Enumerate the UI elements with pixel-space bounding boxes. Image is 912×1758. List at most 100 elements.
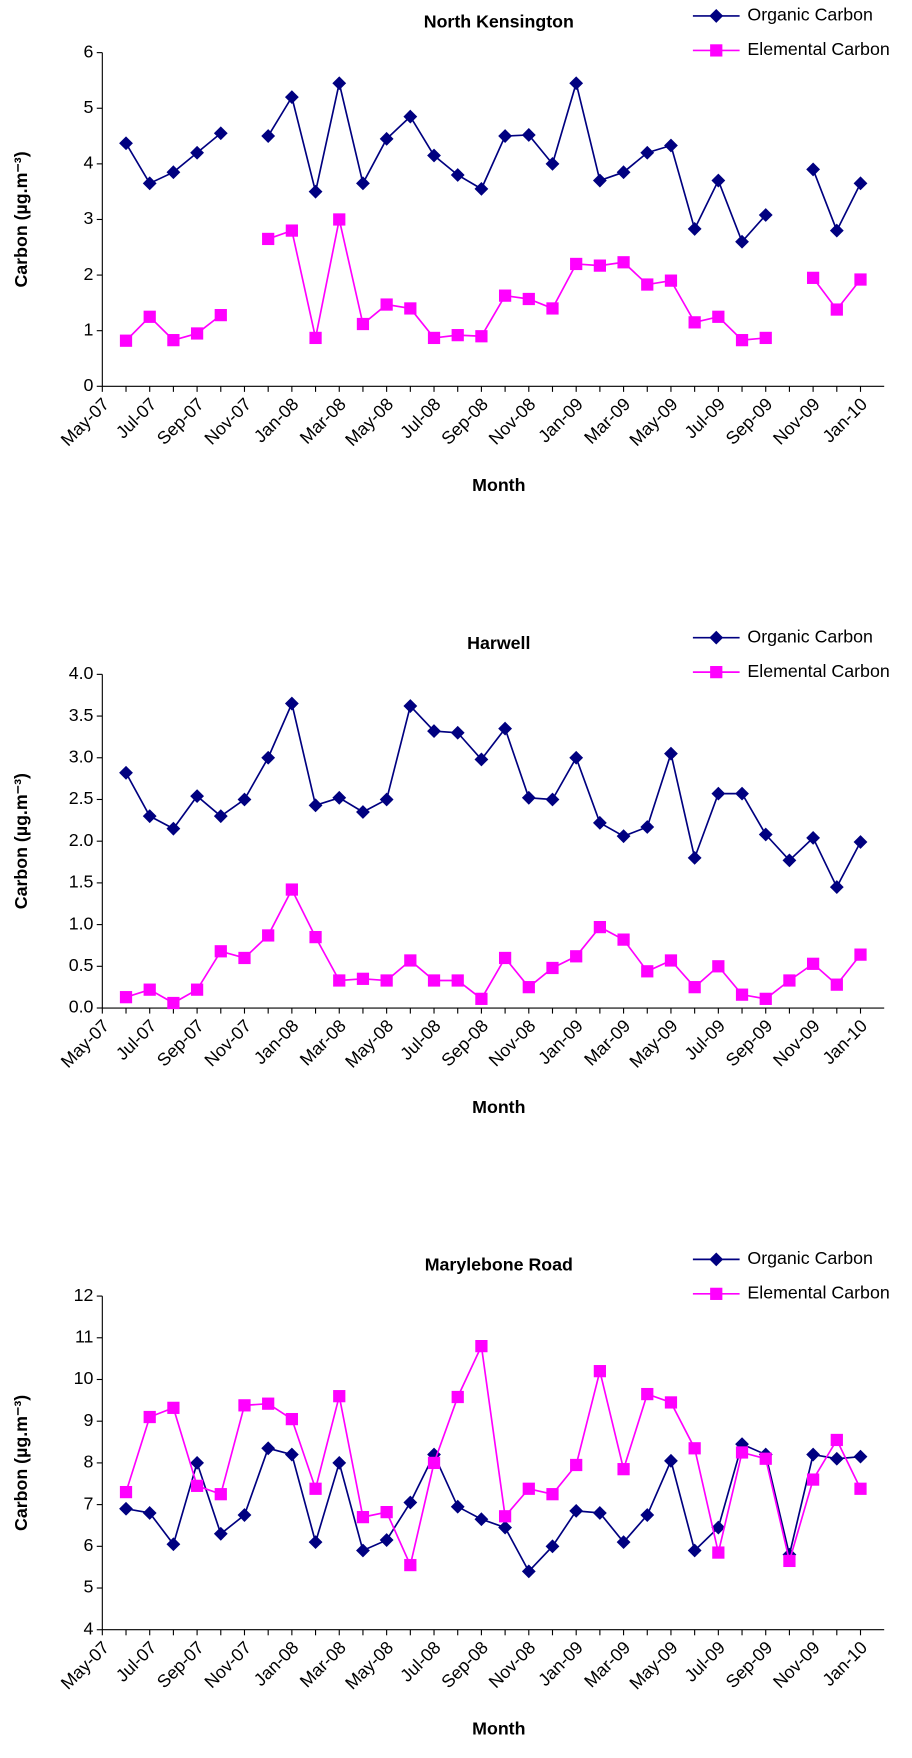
data-point xyxy=(640,1508,655,1522)
data-point xyxy=(356,176,370,191)
data-point xyxy=(616,165,631,180)
data-point xyxy=(404,302,417,315)
data-point xyxy=(522,292,535,306)
data-point xyxy=(759,1452,772,1465)
data-point xyxy=(261,750,276,765)
x-tick-label: May-08 xyxy=(341,1016,397,1072)
data-point xyxy=(735,1446,749,1459)
data-point xyxy=(806,1447,821,1462)
data-point xyxy=(403,1495,418,1510)
data-point xyxy=(333,1390,346,1403)
data-point xyxy=(356,972,370,985)
y-tick-label: 5 xyxy=(84,97,94,117)
x-axis-title: Month xyxy=(472,1719,525,1739)
x-tick-label: Sep-07 xyxy=(153,1637,208,1692)
data-point xyxy=(190,327,204,340)
legend-marker xyxy=(710,1287,723,1300)
data-point xyxy=(522,1482,535,1495)
data-point xyxy=(830,978,843,991)
data-point xyxy=(783,974,796,987)
legend-label: Organic Carbon xyxy=(747,626,873,646)
data-point xyxy=(545,156,560,171)
x-tick-label: Jan-10 xyxy=(819,394,872,447)
data-point xyxy=(450,168,465,182)
x-tick-label: Jan-08 xyxy=(250,1016,303,1069)
x-axis-title: Month xyxy=(472,475,525,495)
data-point xyxy=(759,331,772,345)
data-point xyxy=(616,1535,631,1550)
data-point xyxy=(616,829,631,844)
data-point xyxy=(451,974,464,987)
x-tick-label: Sep-07 xyxy=(153,1016,208,1071)
data-point xyxy=(167,1401,180,1414)
data-point xyxy=(593,1365,606,1378)
data-point xyxy=(427,724,441,738)
data-point xyxy=(333,213,346,226)
x-tick-label: Nov-08 xyxy=(485,394,540,449)
x-tick-label: Jan-09 xyxy=(534,1637,587,1690)
y-tick-label: 2.0 xyxy=(69,830,94,850)
data-point xyxy=(806,1473,820,1486)
data-point xyxy=(403,699,418,713)
data-point xyxy=(521,1564,536,1579)
data-point xyxy=(427,148,441,163)
data-point xyxy=(333,974,346,987)
x-tick-label: Nov-08 xyxy=(485,1637,540,1692)
y-tick-label: 3.5 xyxy=(69,705,94,725)
data-point xyxy=(664,746,678,761)
data-point xyxy=(735,234,749,249)
data-point xyxy=(593,259,606,272)
y-tick-label: 7 xyxy=(84,1493,94,1513)
data-point xyxy=(712,1546,725,1559)
data-point xyxy=(545,1539,560,1554)
series-line xyxy=(125,80,862,244)
data-point xyxy=(309,1482,322,1495)
x-tick-label: Sep-08 xyxy=(437,1016,492,1071)
data-point xyxy=(475,330,488,343)
data-point xyxy=(119,1501,133,1516)
y-tick-label: 2.5 xyxy=(69,788,94,808)
data-point xyxy=(806,957,820,970)
data-point xyxy=(641,278,654,291)
data-point xyxy=(570,950,583,963)
data-point xyxy=(427,331,441,345)
legend-label: Elemental Carbon xyxy=(747,661,889,681)
data-point xyxy=(829,880,844,894)
data-point xyxy=(570,257,583,271)
legend-label: Organic Carbon xyxy=(747,5,873,25)
data-point xyxy=(498,1510,512,1523)
data-point xyxy=(664,954,678,967)
data-point xyxy=(284,696,299,711)
data-point xyxy=(309,930,322,944)
data-point xyxy=(735,334,749,347)
data-point xyxy=(570,1458,583,1472)
data-point xyxy=(640,145,655,160)
data-point xyxy=(143,1410,156,1424)
legend-marker xyxy=(710,666,723,679)
data-point xyxy=(166,821,181,836)
y-tick-label: 11 xyxy=(75,1326,94,1346)
chart-title: Harwell xyxy=(467,633,530,653)
data-point xyxy=(782,853,797,868)
data-point xyxy=(829,223,844,238)
x-tick-label: Mar-08 xyxy=(296,394,350,448)
legend-marker xyxy=(709,9,724,23)
x-tick-label: May-08 xyxy=(341,394,397,450)
x-tick-label: Mar-08 xyxy=(296,1637,350,1691)
data-point xyxy=(332,76,347,91)
data-point xyxy=(284,1447,299,1462)
y-tick-label: 0.0 xyxy=(69,997,94,1017)
y-tick-label: 4 xyxy=(84,1618,94,1638)
x-tick-label: Sep-08 xyxy=(437,394,492,449)
data-point xyxy=(687,222,702,236)
data-point xyxy=(853,1449,868,1464)
x-tick-label: May-08 xyxy=(341,1637,397,1693)
x-tick-label: Jan-10 xyxy=(819,1637,872,1690)
data-point xyxy=(545,792,560,807)
data-point xyxy=(664,1396,678,1409)
data-point xyxy=(190,789,204,804)
data-point xyxy=(475,992,488,1005)
data-point xyxy=(758,827,773,842)
